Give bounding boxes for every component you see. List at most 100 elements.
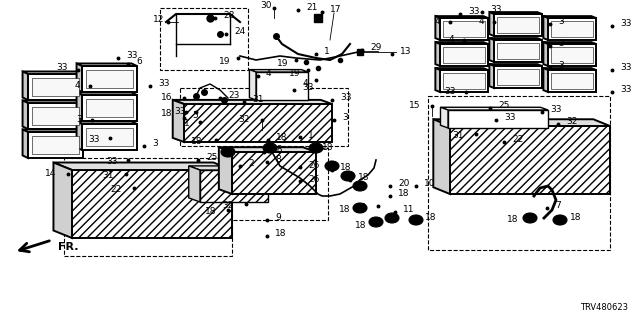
Bar (551, 47, 593, 63)
Text: 33: 33 (445, 87, 456, 97)
Polygon shape (82, 124, 137, 150)
Text: 18: 18 (358, 173, 369, 182)
Text: 33: 33 (468, 7, 479, 17)
Text: 13: 13 (400, 47, 412, 57)
Text: 18: 18 (339, 205, 350, 214)
Polygon shape (173, 100, 332, 104)
Text: FR.: FR. (58, 242, 79, 252)
Polygon shape (28, 74, 83, 100)
Polygon shape (433, 119, 450, 194)
Polygon shape (72, 170, 232, 238)
Text: 4: 4 (449, 36, 454, 44)
Text: 33: 33 (106, 157, 118, 166)
Polygon shape (22, 100, 28, 129)
Polygon shape (435, 42, 488, 44)
Polygon shape (435, 42, 440, 66)
Text: 24: 24 (234, 28, 245, 36)
Bar (32, 107, 79, 125)
Polygon shape (82, 95, 137, 121)
Ellipse shape (353, 203, 367, 213)
Text: 4: 4 (435, 18, 440, 27)
Text: 3: 3 (558, 61, 564, 70)
Text: 18: 18 (322, 143, 333, 153)
Polygon shape (22, 71, 83, 74)
Text: 18: 18 (570, 213, 582, 222)
Bar (443, 47, 485, 63)
Text: 20: 20 (398, 180, 410, 188)
Polygon shape (440, 70, 488, 92)
Polygon shape (435, 68, 488, 70)
Text: 22: 22 (512, 135, 524, 145)
Polygon shape (440, 18, 488, 40)
Text: 18: 18 (355, 221, 366, 230)
Text: 26: 26 (308, 174, 319, 183)
Polygon shape (82, 66, 137, 92)
Text: 33: 33 (302, 84, 314, 92)
Polygon shape (448, 110, 548, 128)
Text: 8: 8 (275, 156, 281, 164)
Text: 1: 1 (324, 47, 330, 57)
Bar (497, 69, 539, 85)
Polygon shape (77, 63, 82, 92)
Polygon shape (494, 14, 542, 36)
Polygon shape (543, 42, 596, 44)
Polygon shape (440, 107, 548, 110)
Text: 27: 27 (355, 204, 366, 212)
Polygon shape (22, 130, 83, 132)
Polygon shape (490, 38, 542, 40)
Text: 33: 33 (620, 20, 632, 28)
Polygon shape (54, 163, 232, 170)
Polygon shape (219, 147, 316, 152)
Text: 6: 6 (136, 58, 141, 67)
Text: 30: 30 (260, 2, 272, 11)
Text: 33: 33 (620, 63, 632, 73)
Polygon shape (440, 107, 448, 128)
Text: 18: 18 (275, 229, 287, 238)
Bar (497, 17, 539, 33)
Ellipse shape (385, 213, 399, 223)
Text: 33: 33 (340, 93, 351, 102)
Text: 19: 19 (289, 69, 300, 78)
Text: 33: 33 (550, 106, 561, 115)
Text: 25: 25 (498, 101, 509, 110)
Text: 33: 33 (175, 108, 186, 116)
Polygon shape (77, 63, 137, 66)
Text: 33: 33 (126, 52, 138, 60)
Polygon shape (189, 166, 200, 202)
Ellipse shape (263, 143, 277, 153)
Text: 33: 33 (158, 79, 170, 89)
Bar (180, 88, 348, 146)
Polygon shape (543, 16, 548, 40)
Bar (443, 73, 485, 89)
Text: 4: 4 (74, 82, 80, 91)
Polygon shape (250, 70, 256, 100)
Text: 1: 1 (184, 119, 190, 129)
Text: 33: 33 (56, 63, 68, 73)
Text: 12: 12 (152, 15, 164, 25)
Text: 18: 18 (191, 138, 202, 147)
Polygon shape (490, 12, 494, 36)
Polygon shape (250, 70, 308, 72)
Polygon shape (435, 68, 440, 92)
Polygon shape (232, 152, 316, 194)
Bar (86, 99, 133, 117)
Polygon shape (173, 100, 184, 142)
Text: 31: 31 (452, 132, 464, 140)
Text: 3: 3 (558, 39, 564, 49)
Ellipse shape (369, 217, 383, 227)
Polygon shape (490, 12, 542, 14)
Text: 29: 29 (370, 44, 381, 52)
Text: 18: 18 (506, 215, 518, 225)
Polygon shape (77, 122, 82, 150)
Text: 18: 18 (205, 207, 216, 217)
Bar (86, 128, 133, 146)
Polygon shape (548, 70, 596, 92)
Bar (443, 21, 485, 37)
Ellipse shape (353, 181, 367, 191)
Bar (220, 148, 328, 220)
Ellipse shape (409, 215, 423, 225)
Text: 19: 19 (276, 60, 288, 68)
Polygon shape (22, 100, 83, 103)
Bar (428, 96, 610, 250)
Text: 23: 23 (228, 92, 239, 100)
